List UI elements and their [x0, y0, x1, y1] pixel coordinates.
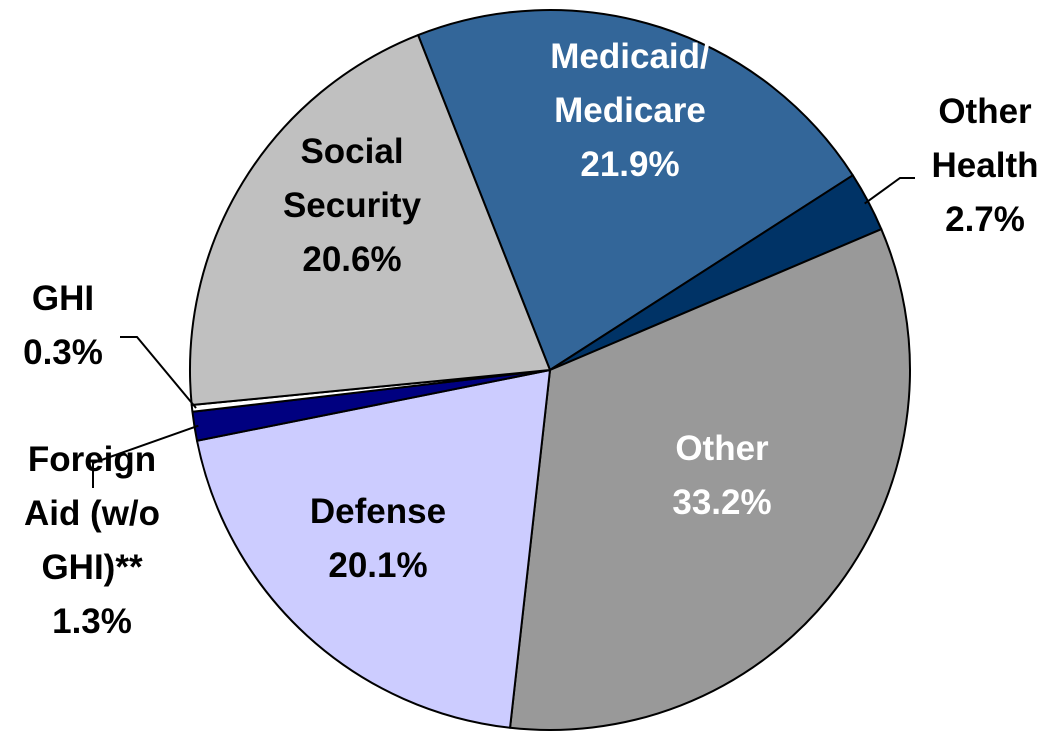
slice-name-line: Other [675, 429, 769, 468]
slice-label-other: Other 33.2% [672, 429, 771, 522]
pie-slice-social-security [189, 34, 551, 407]
slice-value-label: 21.9% [580, 145, 679, 184]
slice-label-medicaid-medicare: Medicaid/Medicare 21.9% [550, 37, 710, 184]
pie-slice-other [509, 228, 911, 731]
slice-name-line: Other [938, 92, 1032, 131]
slice-value-label: 2.7% [945, 200, 1025, 239]
leader-line-other-health [864, 177, 915, 205]
slice-name-line: Social [300, 132, 403, 171]
slice-name-line: GHI [32, 279, 94, 318]
slice-value-label: 1.3% [52, 602, 132, 641]
pie-slices [189, 9, 911, 731]
slice-name-line: Medicare [554, 91, 706, 130]
pie-slice-medicaid-medicare [417, 9, 854, 371]
slice-name-line: Foreign [28, 440, 156, 479]
slice-labels: Medicaid/Medicare 21.9%Other Health 2.7%Oth… [23, 37, 1038, 641]
slice-name-line: Aid (w/o [24, 494, 160, 533]
slice-name-line: Defense [310, 492, 446, 531]
slice-label-social-security: Social Security 20.6% [283, 132, 422, 279]
leader-line-ghi [120, 336, 197, 409]
slice-name-line: GHI)** [41, 548, 143, 587]
slice-value-label: 0.3% [23, 333, 103, 372]
slice-value-label: 20.1% [328, 546, 427, 585]
leader-line-foreign-aid-w-o-ghi [92, 424, 199, 488]
slice-label-ghi: GHI 0.3% [23, 279, 103, 372]
leader-lines [92, 177, 915, 488]
slice-label-other-health: Other Health 2.7% [932, 92, 1039, 239]
slice-name-line: Security [283, 186, 422, 225]
slice-label-foreign-aid-w-o-ghi: Foreign Aid (w/o GHI)** 1.3% [24, 440, 160, 641]
pie-slice-defense [196, 369, 551, 729]
slice-name-line: Medicaid/ [550, 37, 710, 76]
slice-value-label: 33.2% [672, 483, 771, 522]
slice-label-defense: Defense 20.1% [310, 492, 446, 585]
slice-value-label: 20.6% [302, 240, 401, 279]
slice-name-line: Health [932, 146, 1039, 185]
